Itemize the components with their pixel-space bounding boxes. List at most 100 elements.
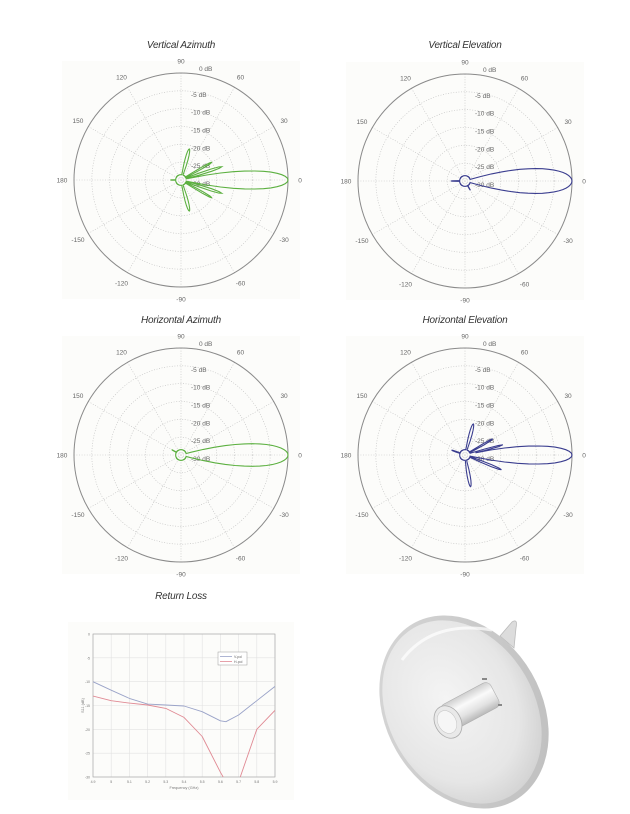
y-axis-label: S11 (dB) [81, 697, 85, 712]
angle-tick-label: -150 [355, 238, 368, 245]
radial-tick-label: -20 dB [475, 420, 494, 427]
angle-tick-label: -90 [176, 572, 186, 579]
radial-tick-label: -15 dB [475, 129, 494, 136]
radial-tick-label: -20 dB [475, 146, 494, 153]
x-tick-label: 5.1 [127, 780, 132, 784]
angle-tick-label: 150 [73, 118, 84, 125]
angle-tick-label: 180 [57, 178, 68, 185]
polar-plot-2: 0 30 60 90 120 150 180 -150 -120 -90 -60 -30 0 dB -5 … [57, 334, 303, 579]
radial-tick-label: -25 dB [191, 438, 210, 445]
radial-tick-label: 0 dB [199, 341, 212, 348]
pattern-trace [450, 168, 573, 194]
radial-tick-label: -15 dB [191, 128, 210, 135]
pattern-trace [170, 148, 289, 212]
radial-tick-label: 0 dB [483, 67, 496, 74]
angle-tick-label: 30 [280, 118, 288, 125]
y-tick-label: 0 [88, 633, 90, 637]
angle-tick-label: 0 [582, 453, 586, 460]
chart-title-vertical-azimuth: Vertical Azimuth [146, 40, 216, 51]
angle-tick-label: 120 [116, 74, 127, 81]
radial-tick-label: 0 dB [483, 341, 496, 348]
radial-tick-label: -5 dB [475, 93, 491, 100]
angle-tick-label: -90 [460, 298, 470, 305]
angle-tick-label: 150 [357, 393, 368, 400]
angle-tick-label: -60 [236, 281, 246, 288]
angle-tick-label: -30 [279, 237, 289, 244]
return-loss-chart: 4.9 5 5.1 5.2 5.3 5.4 5.5 5.6 5.7 5.8 5.9 0 -5 -10 -15… [68, 622, 294, 800]
radial-tick-label: -25 dB [475, 164, 494, 171]
x-tick-label: 4.9 [91, 780, 96, 784]
y-tick-label: -25 [85, 752, 90, 756]
angle-tick-label: 90 [177, 59, 185, 66]
x-tick-label: 5.9 [273, 780, 278, 784]
x-tick-label: 5.4 [182, 780, 187, 784]
polar-plot-1: 0 30 60 90 120 150 180 -150 -120 -90 -60 -30 0 dB -5 … [341, 60, 587, 305]
chart-title-horizontal-azimuth: Horizontal Azimuth [141, 315, 221, 326]
pattern-trace [451, 423, 573, 488]
x-tick-label: 5.8 [254, 780, 259, 784]
angle-tick-label: -30 [563, 512, 573, 519]
antenna-product-image [379, 615, 549, 809]
series-h-pol [93, 695, 275, 777]
angle-tick-label: 180 [57, 453, 68, 460]
chart-title-return-loss: Return Loss [155, 591, 207, 602]
angle-tick-label: 90 [461, 334, 469, 341]
angle-tick-label: -120 [115, 556, 128, 563]
angle-tick-label: 0 [582, 179, 586, 186]
x-tick-label: 5 [110, 780, 112, 784]
polar-plot-0: 0 30 60 90 120 150 180 -150 -120 -90 -60 -30 0 dB -5 … [57, 59, 303, 304]
angle-tick-label: 120 [400, 349, 411, 356]
angle-tick-label: 120 [116, 349, 127, 356]
x-tick-label: 5.7 [236, 780, 241, 784]
y-tick-label: -5 [87, 656, 90, 660]
angle-tick-label: -30 [279, 512, 289, 519]
angle-tick-label: -60 [520, 282, 530, 289]
mount-bracket [499, 620, 517, 649]
angle-tick-label: 60 [237, 74, 245, 81]
radial-tick-label: -25 dB [191, 163, 210, 170]
angle-tick-label: 150 [73, 393, 84, 400]
angle-tick-label: 30 [564, 119, 572, 126]
polar-plot-3: 0 30 60 90 120 150 180 -150 -120 -90 -60 -30 0 dB -5 … [341, 334, 587, 579]
angle-tick-label: -60 [236, 556, 246, 563]
angle-tick-label: 90 [177, 334, 185, 341]
legend-label: H-pol [234, 660, 243, 664]
radial-tick-label: -5 dB [191, 92, 207, 99]
radial-tick-label: -10 dB [475, 111, 494, 118]
radial-tick-label: -30 dB [191, 456, 210, 463]
angle-tick-label: 30 [280, 393, 288, 400]
angle-tick-label: 0 [298, 453, 302, 460]
angle-tick-label: -150 [355, 512, 368, 519]
radial-tick-label: -20 dB [191, 145, 210, 152]
angle-tick-label: -90 [176, 297, 186, 304]
chart-title-horizontal-elevation: Horizontal Elevation [422, 315, 508, 326]
angle-tick-label: -120 [399, 556, 412, 563]
y-tick-label: -20 [85, 728, 90, 732]
angle-tick-label: -90 [460, 572, 470, 579]
angle-tick-label: 60 [521, 75, 529, 82]
y-tick-label: -30 [85, 776, 90, 780]
angle-tick-label: 30 [564, 393, 572, 400]
radial-tick-label: -10 dB [191, 385, 210, 392]
angle-tick-label: -120 [399, 282, 412, 289]
radial-tick-label: -5 dB [475, 367, 491, 374]
pattern-trace [171, 443, 289, 467]
angle-tick-label: 120 [400, 75, 411, 82]
radial-tick-label: 0 dB [199, 66, 212, 73]
angle-tick-label: 60 [521, 349, 529, 356]
angle-tick-label: 150 [357, 119, 368, 126]
y-tick-label: -15 [85, 704, 90, 708]
angle-tick-label: 180 [341, 179, 352, 186]
angle-tick-label: -120 [115, 281, 128, 288]
chart-title-vertical-elevation: Vertical Elevation [428, 40, 502, 51]
y-tick-label: -10 [85, 680, 90, 684]
radial-tick-label: -25 dB [475, 438, 494, 445]
radial-tick-label: -30 dB [191, 181, 210, 188]
radial-tick-label: -15 dB [475, 403, 494, 410]
angle-tick-label: -30 [563, 238, 573, 245]
angle-tick-label: -60 [520, 556, 530, 563]
radial-tick-label: -15 dB [191, 403, 210, 410]
radial-tick-label: -10 dB [475, 385, 494, 392]
radial-tick-label: -30 dB [475, 182, 494, 189]
